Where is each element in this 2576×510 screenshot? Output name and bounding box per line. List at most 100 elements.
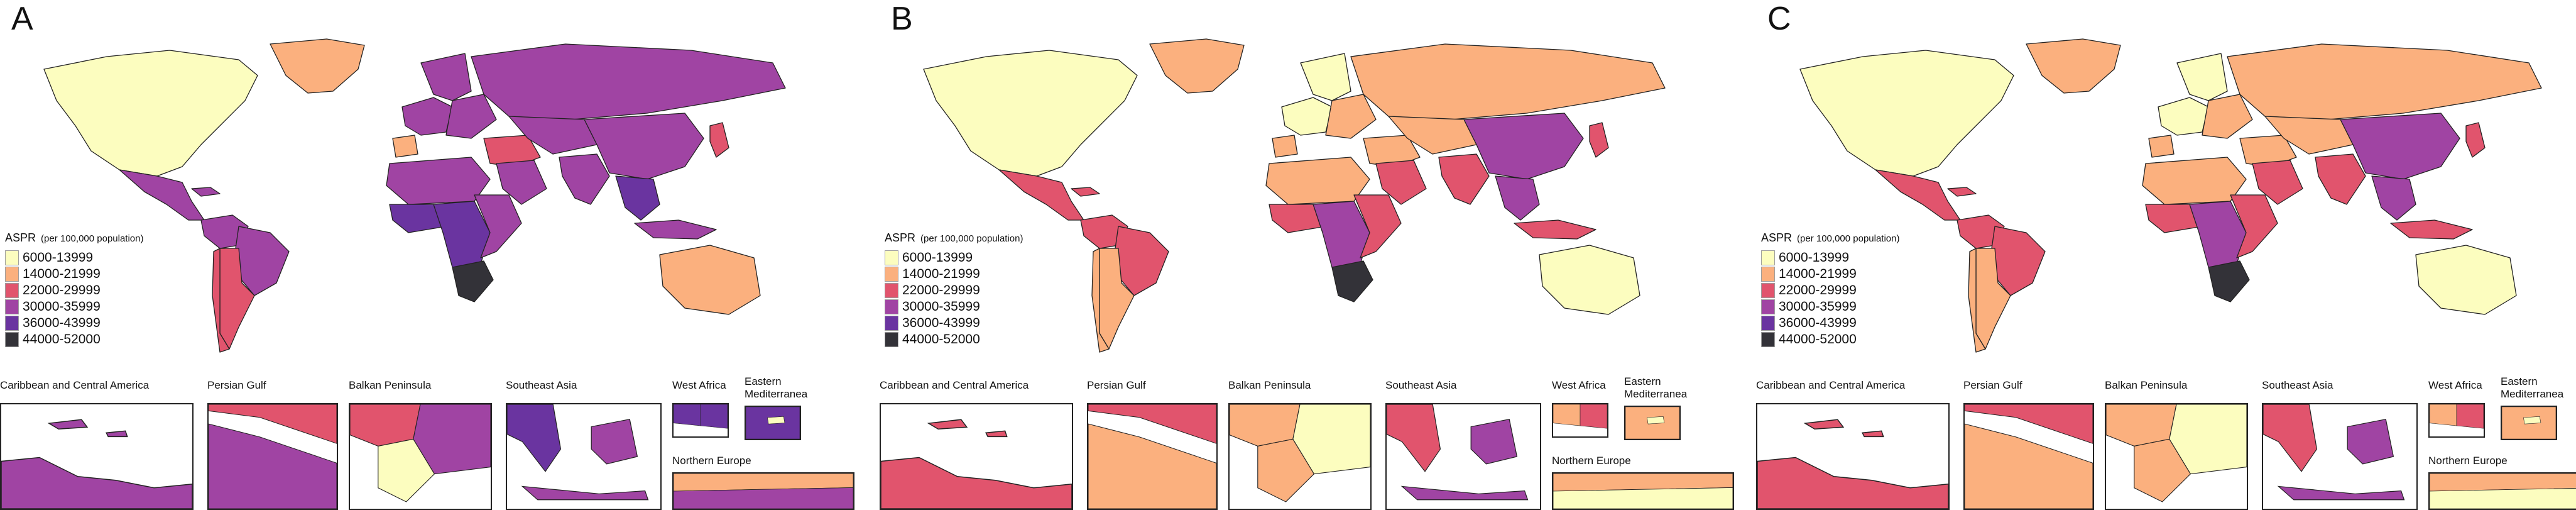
inset-map [1552,403,1608,438]
inset-map [2428,472,2576,510]
panel-letter: A [11,1,33,37]
inset-svg [209,404,337,509]
region-chile [1968,248,1986,353]
inset-map [506,403,662,510]
world-map [43,38,786,353]
panel-c: C [1756,0,2576,510]
legend-item: 22000-29999 [5,282,144,299]
region-iberia [392,135,418,158]
world-map [923,38,1666,353]
region-caribbean [1947,187,1977,197]
region-china [1463,113,1584,180]
region-indonesia [634,219,717,240]
inset-title: Eastern Mediterranea [1624,375,1687,401]
region-europe-north [2176,53,2228,101]
region-japan [1589,122,1609,158]
legend-label: 6000-13999 [23,250,94,265]
legend-item: 30000-35999 [885,299,1023,315]
legend-item: 44000-52000 [885,331,1023,348]
region-north-africa [1265,157,1370,205]
inset-title: Southeast Asia [506,379,577,391]
inset-west-africa: West Africa [1552,379,1621,448]
region-russia [2227,43,2542,120]
inset-title: Northern Europe [2428,455,2508,467]
legend-title-text: ASPR [1761,231,1793,244]
legend-swatch [5,332,19,347]
legend-item: 6000-13999 [1761,250,1900,266]
inset-title-line: Mediterranea [745,388,808,400]
legend-item: 22000-29999 [1761,282,1900,299]
inset-title: Caribbean and Central America [880,379,1029,391]
region-iberia [2148,135,2175,158]
region-inset-lower [1965,423,2093,509]
region-inset-islands [47,419,128,438]
legend-item: 6000-13999 [5,250,144,266]
legend-label: 30000-35999 [23,299,101,314]
world-map [1799,38,2542,353]
legend-label: 36000-43999 [1779,316,1857,330]
inset-balkan: Balkan Peninsula [1228,379,1373,510]
legend-item: 14000-21999 [885,266,1023,282]
legend-item: 30000-35999 [5,299,144,315]
region-inset-islands [927,419,1008,438]
region-east-africa [474,194,522,258]
region-indonesia [1514,219,1596,240]
legend-swatch [5,283,19,298]
region-central-asia [508,116,598,155]
region-north-africa [2142,157,2247,205]
legend-label: 36000-43999 [902,316,980,330]
inset-persian-gulf: Persian Gulf [207,379,339,510]
region-inset-right [1580,404,1607,429]
region-australia [659,245,761,315]
inset-map [1963,403,2094,510]
inset-title: Persian Gulf [207,379,266,391]
panel-letter: B [891,1,913,37]
region-china [2340,113,2460,180]
region-chile [212,248,230,353]
legend-swatch [885,250,898,265]
legend-swatch [5,267,19,282]
region-indonesia [2390,219,2473,240]
inset-map [672,472,854,510]
inset-title: Persian Gulf [1087,379,1146,391]
legend-unit: (per 100,000 population) [920,233,1023,244]
region-india [559,153,610,205]
region-mexico-central [119,169,205,221]
inset-persian-gulf: Persian Gulf [1087,379,1219,510]
region-inset-mainland [1,457,192,509]
region-india [2315,153,2366,205]
inset-svg [746,407,800,439]
region-europe-west [2158,97,2209,136]
inset-northern-europe: Northern Europe [672,455,854,510]
region-china [584,113,704,180]
region-russia [1350,43,1666,120]
inset-map [745,406,801,440]
legend: ASPR (per 100,000 population) 6000-13999 … [5,231,144,348]
region-inset-borneo [521,419,649,501]
region-southeast-asia [1495,175,1540,221]
region-southeast-asia [615,175,660,221]
inset-svg [1,419,192,509]
region-europe-north [1300,53,1351,101]
legend-label: 14000-21999 [23,267,101,281]
legend-title: ASPR (per 100,000 population) [885,231,1023,245]
inset-southeast-asia: Southeast Asia [506,379,663,510]
inset-title: Southeast Asia [2262,379,2333,391]
legend-item: 36000-43999 [5,315,144,331]
region-europe-east [445,94,497,139]
region-europe-north [420,53,472,101]
inset-map [1385,403,1541,510]
legend-title: ASPR (per 100,000 population) [5,231,144,245]
region-inset-mainland [1757,457,1948,509]
inset-title: Balkan Peninsula [1228,379,1311,391]
legend-swatch [5,299,19,314]
inset-eastern-mediterranean: Eastern Mediterranea [745,375,839,445]
legend-item: 36000-43999 [1761,315,1900,331]
inset-southeast-asia: Southeast Asia [2262,379,2419,510]
region-southern-africa [452,260,494,302]
inset-svg [1088,404,1216,509]
inset-map [2501,406,2557,440]
inset-eastern-mediterranean: Eastern Mediterranea [1624,375,1718,445]
inset-title: Southeast Asia [1385,379,1457,391]
region-iberia [1272,135,1298,158]
